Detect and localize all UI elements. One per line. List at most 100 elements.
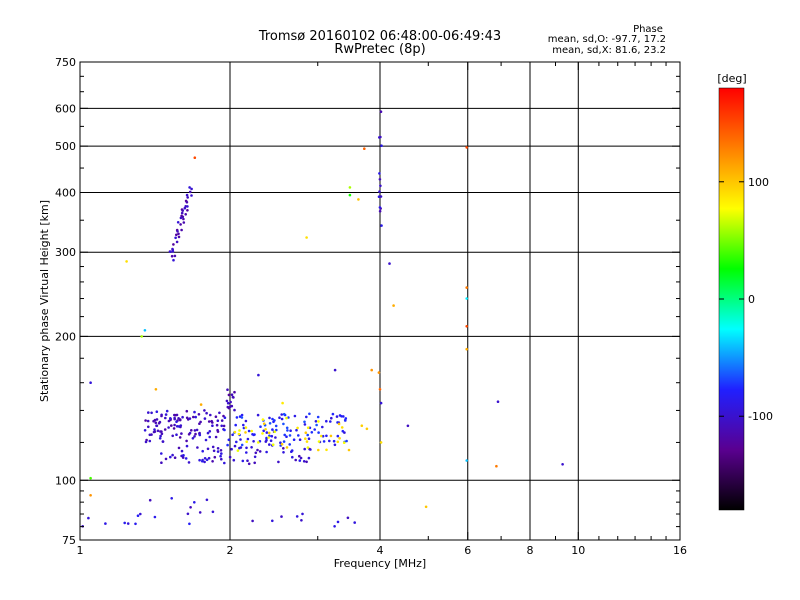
data-point bbox=[163, 428, 167, 431]
x-tick-label: 4 bbox=[377, 544, 384, 557]
data-point bbox=[406, 424, 410, 428]
data-point bbox=[256, 448, 259, 452]
data-point bbox=[306, 446, 310, 449]
data-point bbox=[299, 456, 303, 460]
colorbar-tick-label: -100 bbox=[748, 410, 773, 423]
data-point bbox=[179, 223, 182, 226]
data-point bbox=[281, 401, 284, 405]
data-point bbox=[298, 459, 302, 462]
data-point bbox=[220, 452, 223, 455]
data-point bbox=[194, 415, 197, 419]
data-point bbox=[314, 420, 318, 423]
data-point bbox=[377, 371, 381, 374]
data-point bbox=[148, 498, 152, 502]
data-point bbox=[175, 420, 178, 424]
data-point bbox=[155, 418, 159, 421]
data-point bbox=[205, 411, 208, 415]
data-point bbox=[251, 519, 254, 523]
data-point bbox=[190, 194, 193, 197]
data-point bbox=[298, 454, 301, 458]
data-point bbox=[250, 429, 253, 433]
data-point bbox=[353, 521, 357, 524]
data-point bbox=[309, 448, 312, 451]
data-point bbox=[185, 409, 189, 413]
data-point bbox=[188, 190, 192, 194]
data-point bbox=[216, 419, 220, 423]
data-point bbox=[175, 240, 179, 244]
data-point bbox=[152, 419, 155, 423]
data-point bbox=[295, 515, 299, 518]
x-tick-label: 8 bbox=[527, 544, 534, 557]
data-point bbox=[379, 195, 383, 198]
data-point bbox=[209, 413, 212, 417]
data-point bbox=[360, 424, 364, 428]
data-point bbox=[199, 420, 202, 424]
axis-ticks: 1 2 4 6 8 10 16 75 100 200 300 400 500 600 750 bbox=[55, 56, 687, 557]
data-point bbox=[379, 441, 383, 444]
data-point bbox=[159, 434, 162, 438]
data-point bbox=[272, 420, 275, 424]
data-point bbox=[254, 451, 258, 455]
data-point bbox=[495, 464, 498, 468]
data-point bbox=[378, 209, 382, 213]
data-point bbox=[206, 431, 210, 435]
data-point bbox=[297, 434, 300, 437]
data-point bbox=[176, 221, 180, 224]
data-point bbox=[203, 460, 206, 464]
data-point bbox=[251, 433, 254, 436]
data-point bbox=[306, 433, 310, 437]
data-point bbox=[174, 413, 177, 417]
data-point bbox=[193, 156, 197, 159]
data-point bbox=[379, 184, 382, 188]
data-point bbox=[241, 459, 245, 463]
data-point bbox=[378, 136, 381, 139]
data-point bbox=[253, 461, 256, 465]
data-point bbox=[89, 381, 92, 385]
data-point bbox=[198, 433, 202, 437]
data-point bbox=[185, 439, 188, 443]
data-point bbox=[305, 460, 308, 464]
data-point bbox=[271, 417, 274, 421]
data-point bbox=[231, 433, 234, 437]
data-point bbox=[267, 431, 271, 435]
data-point bbox=[180, 211, 184, 215]
data-point bbox=[465, 297, 469, 300]
data-point bbox=[240, 443, 244, 447]
data-point bbox=[208, 435, 211, 439]
data-point bbox=[380, 144, 383, 147]
data-point bbox=[148, 439, 152, 443]
data-point bbox=[304, 437, 307, 441]
data-point bbox=[186, 196, 189, 199]
x-tick-label: 1 bbox=[77, 544, 84, 557]
data-point bbox=[203, 417, 207, 420]
data-point bbox=[232, 458, 236, 462]
data-point bbox=[144, 440, 148, 444]
data-point bbox=[329, 420, 332, 423]
data-point bbox=[184, 205, 187, 208]
data-point bbox=[322, 440, 326, 443]
data-point bbox=[265, 431, 269, 434]
data-point bbox=[316, 415, 320, 419]
data-point bbox=[265, 436, 268, 440]
x-axis-label: Frequency [MHz] bbox=[334, 557, 426, 570]
data-point bbox=[336, 520, 340, 524]
data-point bbox=[257, 441, 260, 444]
data-point bbox=[280, 442, 284, 446]
data-point bbox=[305, 415, 308, 419]
data-point bbox=[185, 444, 189, 448]
data-point bbox=[150, 433, 153, 436]
data-point bbox=[223, 428, 226, 432]
y-tick-label: 100 bbox=[55, 474, 76, 487]
data-point bbox=[321, 425, 324, 429]
data-point bbox=[315, 423, 318, 427]
data-point bbox=[160, 414, 163, 418]
data-point bbox=[380, 224, 383, 227]
data-point bbox=[465, 347, 469, 351]
data-point bbox=[205, 458, 209, 462]
data-point bbox=[252, 440, 255, 443]
data-point bbox=[154, 421, 158, 425]
data-point bbox=[230, 404, 234, 408]
data-point bbox=[207, 420, 211, 423]
data-point bbox=[277, 460, 280, 464]
